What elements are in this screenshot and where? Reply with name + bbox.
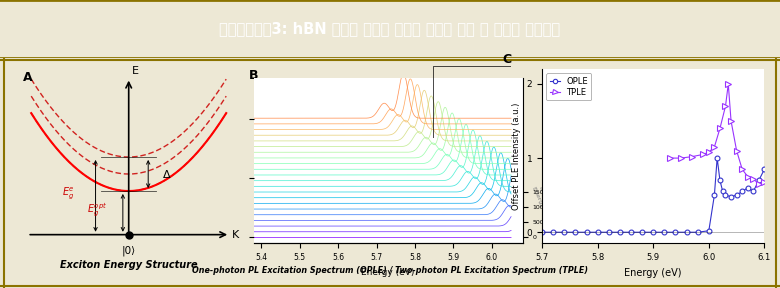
OPLE <box>660 230 669 234</box>
OPLE <box>721 194 730 197</box>
OPLE <box>637 230 647 234</box>
OPLE <box>743 186 753 190</box>
Line: OPLE: OPLE <box>540 156 767 235</box>
Text: |0⟩: |0⟩ <box>122 246 136 257</box>
OPLE <box>604 230 613 234</box>
Text: K: K <box>232 230 239 240</box>
OPLE <box>749 190 758 193</box>
OPLE <box>559 230 569 234</box>
Legend: OPLE, TPLE: OPLE, TPLE <box>546 73 591 101</box>
OPLE <box>693 230 703 234</box>
OPLE <box>671 230 680 234</box>
X-axis label: Energy (eV): Energy (eV) <box>625 268 682 278</box>
X-axis label: Energy (eV): Energy (eV) <box>361 268 415 277</box>
TPLE <box>724 82 733 86</box>
TPLE <box>721 105 730 108</box>
OPLE <box>615 230 625 234</box>
Text: E: E <box>132 66 139 76</box>
OPLE <box>737 190 746 193</box>
OPLE <box>649 230 658 234</box>
TPLE <box>676 156 686 160</box>
OPLE <box>537 230 547 234</box>
OPLE <box>704 229 714 232</box>
OPLE <box>626 230 636 234</box>
OPLE <box>593 230 602 234</box>
Text: C: C <box>502 53 511 66</box>
TPLE <box>710 145 719 149</box>
Text: One-photon PL Excitation Spectrum (OPLE) / Two-photon PL Excitation Spectrum (TP: One-photon PL Excitation Spectrum (OPLE)… <box>192 266 588 275</box>
OPLE <box>760 168 769 171</box>
OPLE <box>712 156 722 160</box>
Text: $E^{opt}_g$: $E^{opt}_g$ <box>87 201 108 219</box>
OPLE <box>732 194 741 197</box>
TPLE <box>665 156 675 160</box>
Text: 세부연구결과3: hBN 원자층 박막의 엑시톤 에너지 구조 및 광특성 심층분석: 세부연구결과3: hBN 원자층 박막의 엑시톤 에너지 구조 및 광특성 심층… <box>219 21 561 36</box>
TPLE <box>687 155 697 158</box>
TPLE <box>760 180 769 183</box>
TPLE <box>743 175 753 178</box>
Text: $E^e_g$: $E^e_g$ <box>62 185 75 201</box>
TPLE <box>732 149 741 152</box>
OPLE <box>726 195 736 198</box>
TPLE <box>754 182 764 186</box>
OPLE <box>718 190 728 193</box>
OPLE <box>571 230 580 234</box>
TPLE <box>726 119 736 123</box>
TPLE <box>699 153 708 156</box>
OPLE <box>710 194 719 197</box>
Text: A: A <box>23 71 33 84</box>
Y-axis label: PL (a.u.): PL (a.u.) <box>555 145 563 176</box>
OPLE <box>754 179 764 182</box>
OPLE <box>582 230 591 234</box>
Text: B: B <box>249 69 258 82</box>
Text: $\Delta$: $\Delta$ <box>162 168 172 180</box>
OPLE <box>548 230 558 234</box>
Y-axis label: Offset PLE Intensity (a.u.): Offset PLE Intensity (a.u.) <box>512 103 521 210</box>
Text: Excitation
Energy (eV): Excitation Energy (eV) <box>531 183 557 221</box>
TPLE <box>749 177 758 181</box>
TPLE <box>737 168 746 171</box>
OPLE <box>715 179 725 182</box>
TPLE <box>715 127 725 130</box>
TPLE <box>704 150 714 154</box>
Line: TPLE: TPLE <box>667 81 768 187</box>
OPLE <box>682 230 691 234</box>
Text: Exciton Energy Structure: Exciton Energy Structure <box>60 260 197 270</box>
